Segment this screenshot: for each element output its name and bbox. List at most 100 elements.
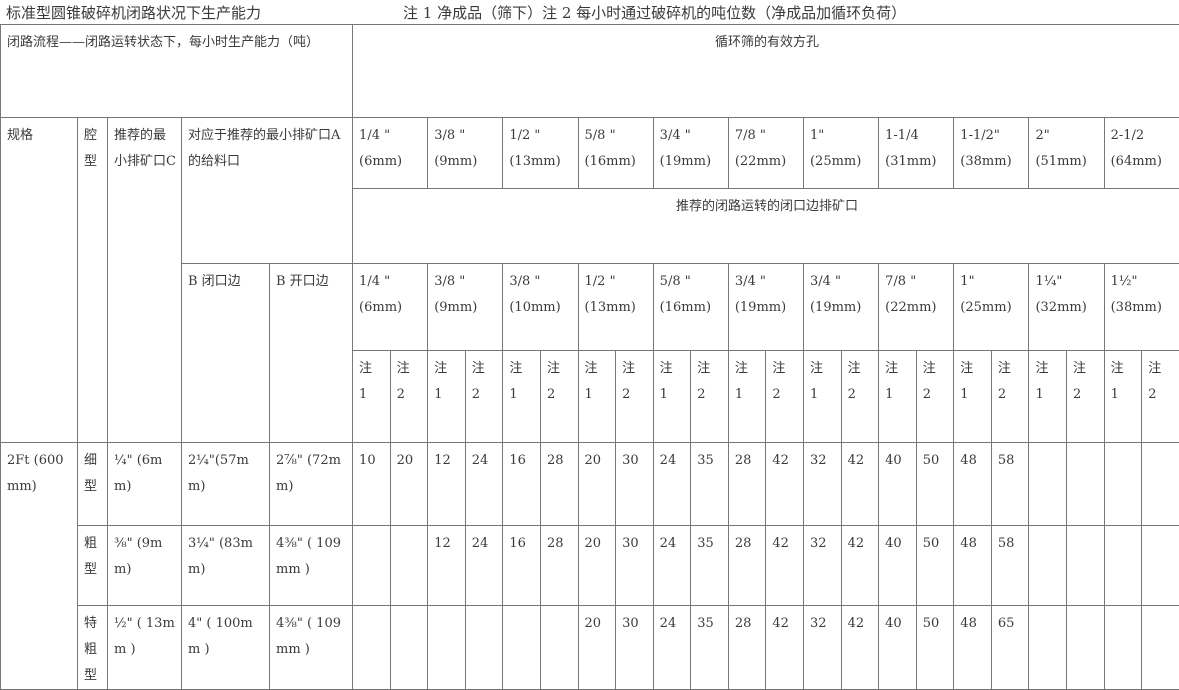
capacity-cell: 20	[578, 443, 616, 526]
capacity-cell: 10	[353, 443, 391, 526]
header-row-1: 闭路流程——闭路运转状态下，每小时生产能力（吨） 循环筛的有效方孔	[1, 25, 1179, 118]
capacity-cell: 32	[803, 443, 841, 526]
cavity-cell: 细型	[78, 443, 108, 526]
note-1-header: 注 1	[1029, 351, 1067, 443]
note-2-header: 注 2	[691, 351, 729, 443]
capacity-cell: 28	[728, 526, 766, 606]
capacity-cell: 32	[803, 606, 841, 690]
capacity-cell: 50	[916, 606, 954, 690]
capacity-cell	[1142, 443, 1179, 526]
b-open-cell: 4⅜" ( 109mm )	[270, 526, 353, 606]
capacity-cell: 42	[841, 526, 879, 606]
cavity-cell: 特粗型	[78, 606, 108, 690]
capacity-cell: 42	[841, 606, 879, 690]
capacity-cell: 50	[916, 443, 954, 526]
capacity-cell	[1142, 606, 1179, 690]
capacity-cell: 48	[954, 526, 992, 606]
capacity-cell: 58	[991, 443, 1029, 526]
capacity-cell: 30	[616, 606, 654, 690]
note-2-header: 注 2	[1142, 351, 1179, 443]
capacity-cell: 40	[879, 526, 917, 606]
spec-cell: 2Ft (600mm)	[1, 443, 78, 690]
document-title: 标准型圆锥破碎机闭路状况下生产能力	[6, 2, 261, 23]
css-size-cell: 1/2 " (13mm)	[578, 264, 653, 351]
min-setting-cell: ¼" (6mm)	[108, 443, 182, 526]
capacity-cell: 42	[766, 606, 804, 690]
capacity-cell: 48	[954, 443, 992, 526]
capacity-cell: 16	[503, 526, 541, 606]
screen-size-cell: 7/8 " (22mm)	[728, 118, 803, 189]
css-size-cell: 1½" (38mm)	[1104, 264, 1179, 351]
b-closed-cell: 2¼"(57mm)	[182, 443, 270, 526]
capacity-cell	[503, 606, 541, 690]
b-closed-cell: 3¼" (83mm)	[182, 526, 270, 606]
note-1-header: 注 1	[1104, 351, 1142, 443]
capacity-cell: 16	[503, 443, 541, 526]
capacity-cell: 28	[728, 443, 766, 526]
note-1-header: 注 1	[728, 351, 766, 443]
screen-size-cell: 1-1/4 (31mm)	[879, 118, 954, 189]
capacity-cell: 42	[766, 443, 804, 526]
screen-title: 循环筛的有效方孔	[353, 25, 1179, 118]
css-size-cell: 3/8 " (10mm)	[503, 264, 578, 351]
b-open-cell: 2⅞" (72mm)	[270, 443, 353, 526]
capacity-cell: 20	[390, 443, 428, 526]
capacity-cell	[390, 606, 428, 690]
screen-sizes-row: 规格 腔型 推荐的最小排矿口C 对应于推荐的最小排矿口A的给料口 1/4 " (…	[1, 118, 1179, 189]
note-2-header: 注 2	[916, 351, 954, 443]
note-1-header: 注 1	[879, 351, 917, 443]
capacity-cell: 50	[916, 526, 954, 606]
b-open-cell: 4⅜" ( 109mm )	[270, 606, 353, 690]
css-size-cell: 3/8 " (9mm)	[428, 264, 503, 351]
note-2-header: 注 2	[1067, 351, 1105, 443]
capacity-cell	[1067, 606, 1105, 690]
css-size-cell: 1/4 " (6mm)	[353, 264, 428, 351]
capacity-cell: 28	[728, 606, 766, 690]
capacity-cell	[428, 606, 466, 690]
css-size-cell: 1¼" (32mm)	[1029, 264, 1104, 351]
capacity-cell	[1104, 526, 1142, 606]
note-2-header: 注 2	[390, 351, 428, 443]
capacity-cell: 30	[616, 443, 654, 526]
cavity-cell: 粗型	[78, 526, 108, 606]
screen-size-cell: 2" (51mm)	[1029, 118, 1104, 189]
capacity-cell: 24	[465, 443, 503, 526]
b-closed-header: B 闭口边	[182, 264, 270, 443]
capacity-cell: 20	[578, 526, 616, 606]
screen-size-cell: 3/8 " (9mm)	[428, 118, 503, 189]
capacity-cell: 24	[653, 443, 691, 526]
screen-size-cell: 1" (25mm)	[803, 118, 878, 189]
screen-size-cell: 1-1/2" (38mm)	[954, 118, 1029, 189]
note-2-header: 注 2	[616, 351, 654, 443]
note-1-header: 注 1	[353, 351, 391, 443]
capacity-cell: 30	[616, 526, 654, 606]
css-size-cell: 1" (25mm)	[954, 264, 1029, 351]
capacity-cell: 58	[991, 526, 1029, 606]
capacity-cell: 35	[691, 526, 729, 606]
capacity-cell	[1029, 606, 1067, 690]
capacity-cell: 35	[691, 606, 729, 690]
capacity-cell: 12	[428, 443, 466, 526]
notes: 注 1 净成品（筛下）注 2 每小时通过破碎机的吨位数（净成品加循环负荷）	[403, 2, 906, 23]
capacity-cell: 24	[653, 606, 691, 690]
capacity-cell: 28	[540, 443, 578, 526]
capacity-cell	[353, 526, 391, 606]
capacity-cell	[1142, 526, 1179, 606]
spec-header: 规格	[1, 118, 78, 443]
note-1-header: 注 1	[653, 351, 691, 443]
capacity-cell: 65	[991, 606, 1029, 690]
css-title: 推荐的闭路运转的闭口边排矿口	[353, 189, 1179, 264]
b-open-header: B 开口边	[270, 264, 353, 443]
b-closed-cell: 4" ( 100mm )	[182, 606, 270, 690]
capacity-cell	[353, 606, 391, 690]
capacity-cell	[1104, 606, 1142, 690]
screen-size-cell: 2-1/2 (64mm)	[1104, 118, 1179, 189]
css-size-cell: 5/8 " (16mm)	[653, 264, 728, 351]
note-2-header: 注 2	[991, 351, 1029, 443]
capacity-cell	[1104, 443, 1142, 526]
note-1-header: 注 1	[578, 351, 616, 443]
min-setting-cell: ½" ( 13mm )	[108, 606, 182, 690]
note-2-header: 注 2	[766, 351, 804, 443]
